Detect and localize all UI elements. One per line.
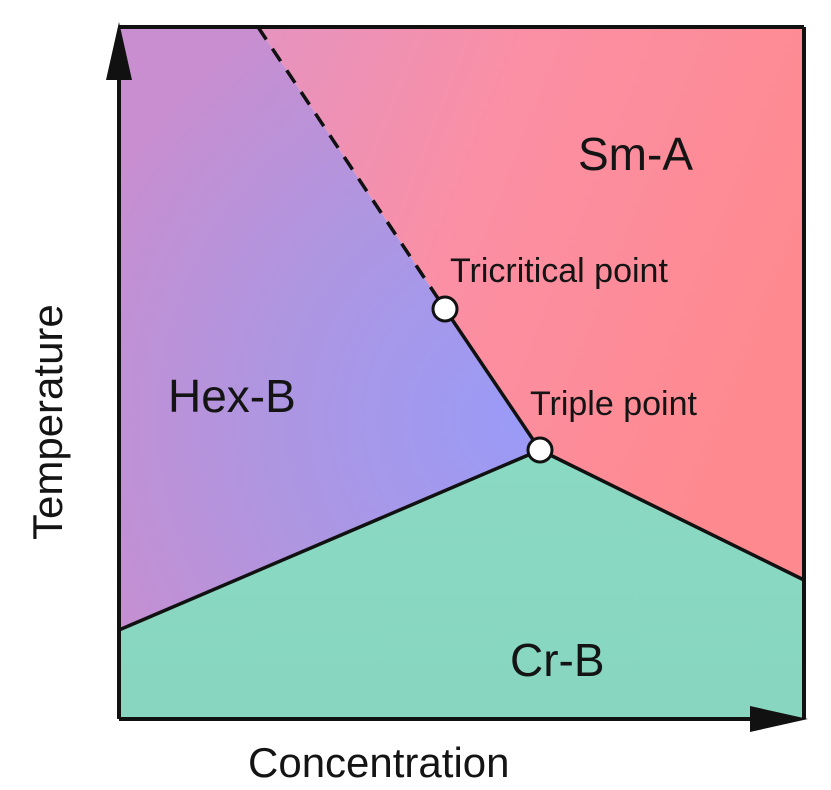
triple-point-marker xyxy=(526,436,554,464)
hex-b-label: Hex-B xyxy=(168,370,296,422)
tricritical-point-label: Tricritical point xyxy=(450,252,668,290)
x-axis-label: Concentration xyxy=(248,739,510,786)
sm-a-label: Sm-A xyxy=(578,128,693,180)
y-axis-label: Temperature xyxy=(24,304,71,540)
sm-a-cr-b-boundary xyxy=(539,448,805,582)
triple-point-label: Triple point xyxy=(530,385,697,423)
second-order-boundary-dashed xyxy=(256,26,447,310)
hex-b-cr-b-boundary xyxy=(118,448,541,632)
sm-a-hex-b-boundary xyxy=(443,308,542,451)
x-axis-arrow-icon xyxy=(750,706,808,732)
y-axis-arrow-icon xyxy=(106,22,132,80)
cr-b-region xyxy=(119,450,804,719)
cr-b-label: Cr-B xyxy=(510,634,605,686)
tricritical-point-marker xyxy=(431,295,459,323)
sm-a-region xyxy=(258,27,804,580)
hex-b-region xyxy=(119,27,540,630)
